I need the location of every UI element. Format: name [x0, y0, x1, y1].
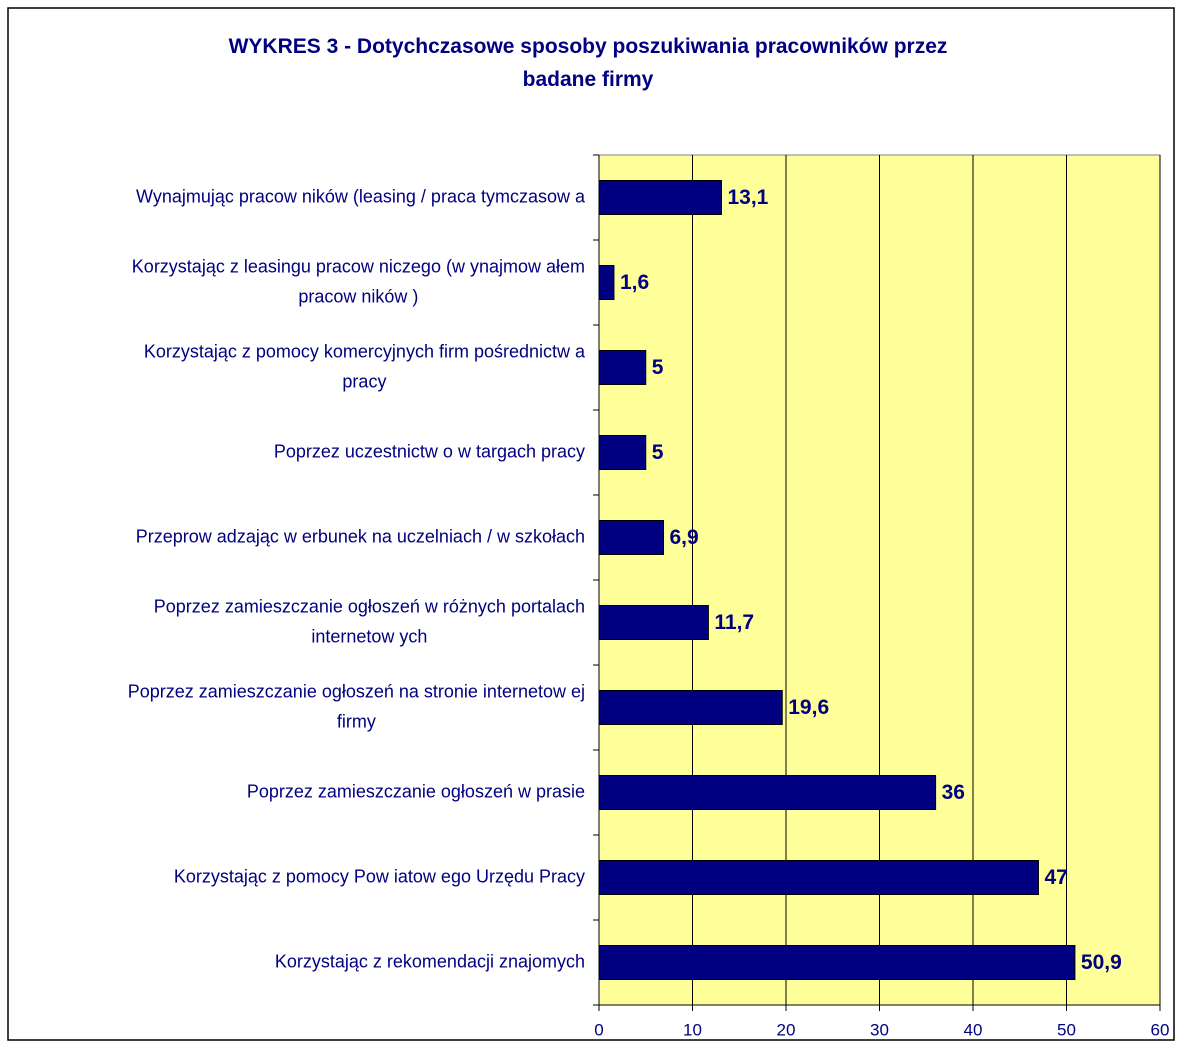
value-label: 1,6 — [620, 271, 649, 294]
bar — [598, 605, 709, 640]
value-label: 5 — [652, 356, 664, 379]
value-label: 6,9 — [670, 526, 699, 549]
y-tick-label: Wynajmując pracow ników (leasing / praca… — [136, 186, 586, 206]
y-tick-label: Poprzez uczestnictw o w targach pracy — [274, 441, 585, 461]
bar — [598, 690, 783, 725]
value-label: 50,9 — [1081, 951, 1122, 974]
value-label: 19,6 — [788, 696, 829, 719]
y-tick-label: Korzystając z rekomendacji znajomych — [275, 951, 585, 971]
value-label: 36 — [942, 781, 965, 804]
value-label: 13,1 — [727, 186, 768, 209]
x-tick-label: 0 — [594, 1020, 603, 1039]
y-tick-label: Korzystając z pomocy komercyjnych firm p… — [144, 341, 586, 391]
bar — [598, 860, 1039, 895]
bar — [598, 180, 722, 215]
y-tick-label: Poprzez zamieszczanie ogłoszeń w prasie — [247, 781, 585, 801]
chart-title: WYKRES 3 - Dotychczasowe sposoby poszuki… — [229, 35, 948, 91]
y-tick-label: Poprzez zamieszczanie ogłoszeń w różnych… — [154, 596, 585, 646]
bar — [598, 775, 937, 810]
value-label: 47 — [1044, 866, 1067, 889]
bar — [598, 520, 665, 555]
y-tick-label: Korzystając z leasingu pracow niczego (w… — [132, 256, 585, 306]
x-tick-label: 60 — [1151, 1020, 1170, 1039]
x-tick-label: 40 — [964, 1020, 983, 1039]
bar — [598, 350, 647, 385]
bar — [598, 265, 615, 300]
y-tick-label: Przeprow adzając w erbunek na uczelniach… — [136, 526, 585, 546]
x-tick-label: 50 — [1057, 1020, 1076, 1039]
bar — [598, 945, 1076, 980]
x-tick-label: 10 — [683, 1020, 702, 1039]
value-label: 11,7 — [714, 611, 754, 634]
value-label: 5 — [652, 441, 664, 464]
bar — [598, 435, 647, 470]
x-tick-label: 30 — [870, 1020, 889, 1039]
y-tick-label: Korzystając z pomocy Pow iatow ego Urzęd… — [174, 866, 585, 886]
y-tick-label: Poprzez zamieszczanie ogłoszeń na stroni… — [128, 681, 585, 731]
x-tick-label: 20 — [777, 1020, 796, 1039]
